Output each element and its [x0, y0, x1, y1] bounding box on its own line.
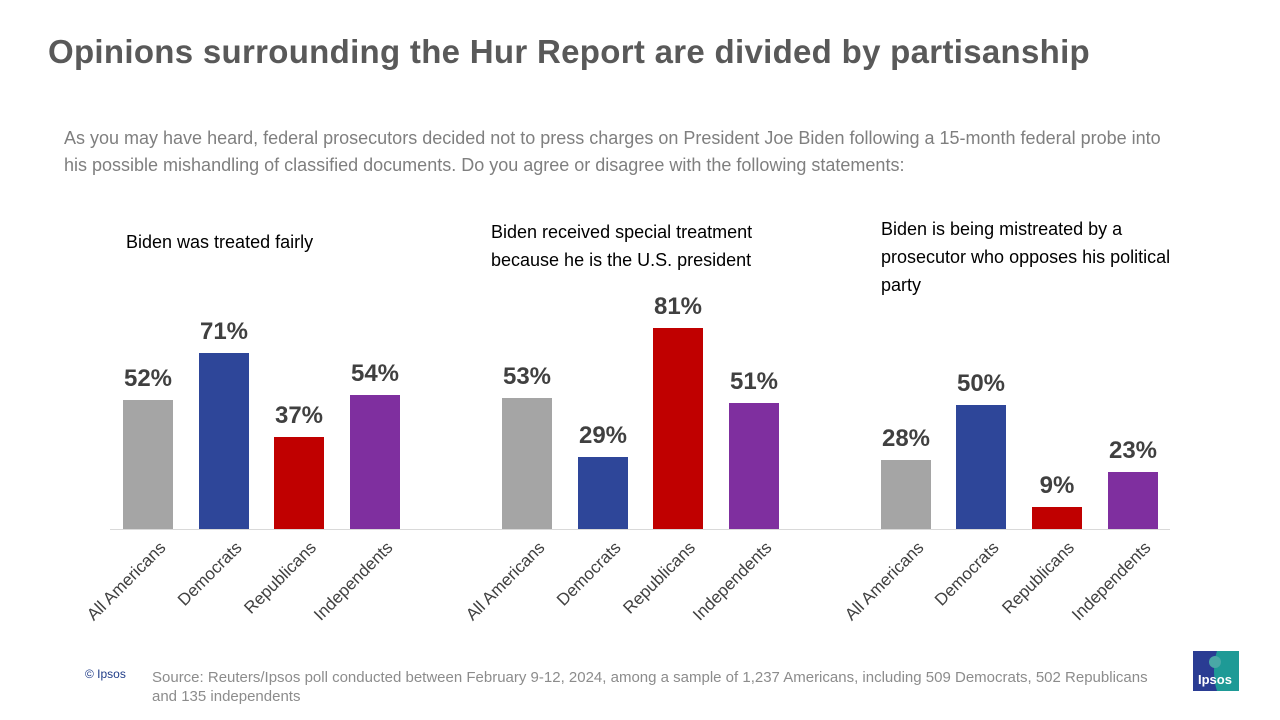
data-label: 29% — [578, 422, 628, 450]
category-label: Republicans — [619, 538, 700, 618]
chart-title-1: Biden was treated fairly — [126, 232, 314, 252]
category-label: Republicans — [998, 538, 1079, 618]
category-label: Independents — [689, 538, 776, 625]
category-label: All Americans — [462, 538, 549, 625]
bar-3-all-americans — [881, 459, 931, 529]
bar-1-independents — [350, 395, 400, 529]
category-label: Democrats — [552, 538, 625, 610]
category-label: Democrats — [930, 538, 1003, 610]
data-label: 54% — [350, 360, 400, 388]
category-label: Independents — [1068, 538, 1155, 625]
bar-1-democrats — [199, 352, 249, 529]
data-label: 37% — [274, 402, 324, 430]
svg-text:Ipsos: Ipsos — [1198, 672, 1232, 687]
bar-3-independents — [1108, 471, 1158, 529]
bar-3-republicans — [1032, 506, 1082, 529]
ipsos-logo: Ipsos — [1193, 651, 1239, 691]
page-title: Opinions surrounding the Hur Report are … — [48, 33, 1090, 70]
data-label: 50% — [956, 370, 1006, 397]
data-label: 28% — [881, 424, 931, 452]
bar-1-all-americans — [123, 400, 173, 529]
bar-2-democrats — [578, 457, 628, 529]
bar-2-all-americans — [502, 397, 552, 529]
bar-2-republicans — [653, 328, 703, 529]
category-label: All Americans — [83, 538, 170, 625]
category-label: Democrats — [173, 538, 246, 610]
bar-3-democrats — [956, 405, 1006, 529]
source-note: Source: Reuters/Ipsos poll conducted bet… — [152, 669, 1148, 705]
bar-1-republicans — [274, 437, 324, 529]
data-label: 71% — [199, 317, 249, 345]
data-label: 81% — [653, 293, 703, 321]
data-label: 9% — [1039, 471, 1075, 499]
category-label: All Americans — [841, 538, 928, 625]
x-axis-line — [110, 529, 1170, 530]
copyright: © Ipsos — [85, 667, 126, 681]
data-label: 53% — [502, 362, 552, 390]
data-label: 51% — [729, 367, 779, 395]
chart-title-3: Biden is being mistreated by a prosecuto… — [881, 219, 1171, 295]
chart-title-2: Biden received special treatment because… — [491, 222, 753, 270]
data-label: 23% — [1108, 436, 1158, 464]
bar-2-independents — [729, 402, 779, 529]
question-text: As you may have heard, federal prosecuto… — [64, 128, 1161, 175]
category-label: Independents — [310, 538, 397, 625]
data-label: 52% — [123, 365, 173, 393]
category-label: Republicans — [240, 538, 321, 618]
